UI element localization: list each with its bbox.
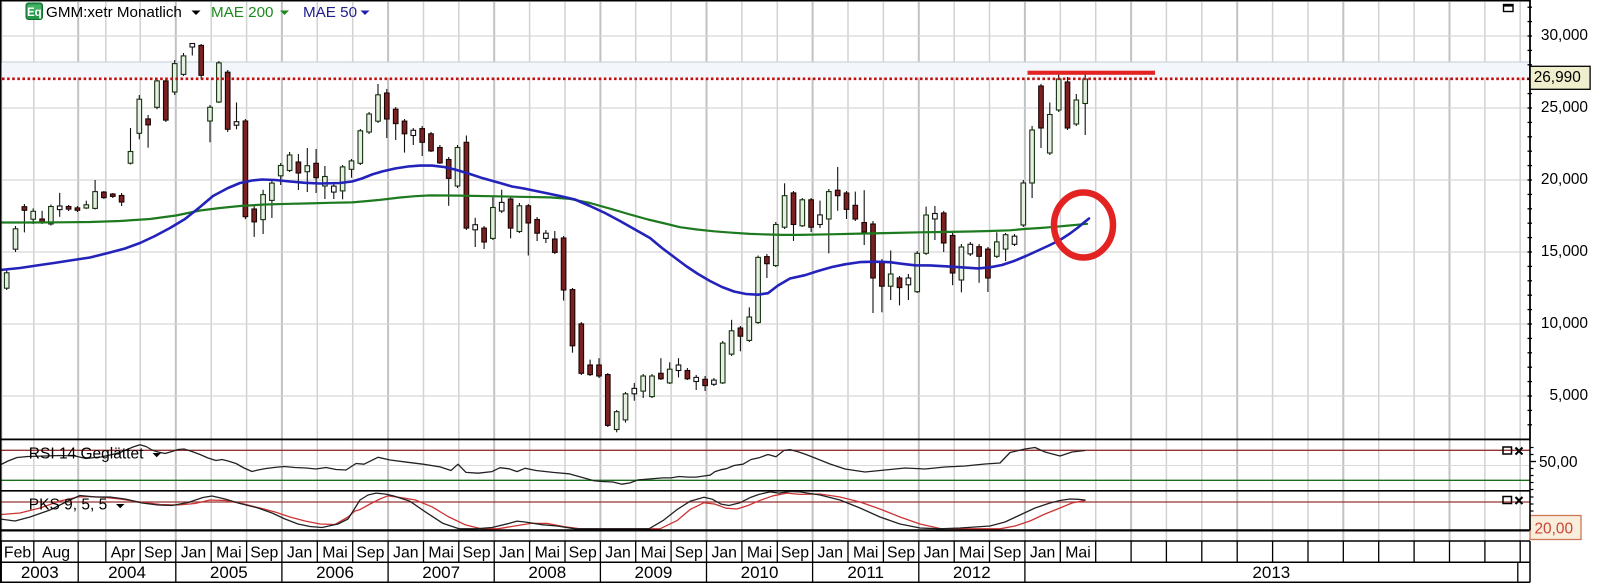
svg-text:Jan: Jan [499, 544, 524, 561]
svg-text:30,000: 30,000 [1541, 27, 1588, 44]
svg-text:PKS 9, 5, 5: PKS 9, 5, 5 [29, 496, 107, 513]
svg-text:2003: 2003 [21, 563, 59, 582]
svg-text:Mai: Mai [747, 544, 772, 561]
svg-text:Mai: Mai [535, 544, 560, 561]
svg-text:MAE 50: MAE 50 [303, 4, 357, 21]
svg-text:Sep: Sep [781, 544, 809, 561]
svg-text:Jan: Jan [711, 544, 736, 561]
svg-text:GMM:xetr Monatlich: GMM:xetr Monatlich [46, 4, 182, 21]
svg-text:Mai: Mai [216, 544, 241, 561]
svg-text:Mai: Mai [428, 544, 453, 561]
svg-text:Sep: Sep [993, 544, 1021, 561]
svg-text:20,00: 20,00 [1535, 521, 1574, 538]
svg-text:50,00: 50,00 [1539, 454, 1578, 471]
svg-text:2005: 2005 [210, 563, 248, 582]
svg-text:2013: 2013 [1252, 563, 1290, 582]
svg-text:Sep: Sep [675, 544, 703, 561]
svg-text:Jan: Jan [1030, 544, 1055, 561]
svg-text:26,990: 26,990 [1534, 69, 1581, 86]
svg-text:2010: 2010 [741, 563, 779, 582]
svg-text:Jan: Jan [605, 544, 630, 561]
svg-text:10,000: 10,000 [1541, 315, 1588, 332]
svg-text:MAE 200: MAE 200 [211, 4, 273, 21]
svg-text:2008: 2008 [528, 563, 566, 582]
svg-text:Apr: Apr [111, 544, 136, 561]
svg-text:Jan: Jan [287, 544, 312, 561]
svg-text:Sep: Sep [250, 544, 278, 561]
svg-text:Jan: Jan [393, 544, 418, 561]
svg-text:2012: 2012 [953, 563, 991, 582]
svg-text:Sep: Sep [144, 544, 172, 561]
svg-text:2006: 2006 [316, 563, 354, 582]
svg-text:Jan: Jan [924, 544, 949, 561]
svg-text:2004: 2004 [108, 563, 146, 582]
svg-text:Eq: Eq [27, 7, 42, 19]
svg-text:Jan: Jan [181, 544, 206, 561]
svg-text:Mai: Mai [959, 544, 984, 561]
svg-text:Mai: Mai [322, 544, 347, 561]
svg-text:Sep: Sep [462, 544, 490, 561]
svg-text:Jan: Jan [818, 544, 843, 561]
svg-text:2011: 2011 [847, 563, 884, 582]
svg-text:2007: 2007 [422, 563, 460, 582]
svg-text:20,000: 20,000 [1541, 171, 1588, 188]
svg-text:2009: 2009 [635, 563, 673, 582]
svg-text:25,000: 25,000 [1541, 99, 1588, 116]
svg-text:Feb: Feb [4, 544, 31, 561]
svg-text:Sep: Sep [887, 544, 915, 561]
svg-text:15,000: 15,000 [1541, 243, 1588, 260]
svg-text:Mai: Mai [1065, 544, 1090, 561]
svg-text:Sep: Sep [356, 544, 384, 561]
svg-text:Sep: Sep [569, 544, 597, 561]
svg-text:Mai: Mai [641, 544, 666, 561]
svg-text:Aug: Aug [42, 544, 70, 561]
svg-text:RSI 14 Geglättet: RSI 14 Geglättet [29, 445, 144, 462]
svg-text:Mai: Mai [853, 544, 878, 561]
svg-text:5,000: 5,000 [1549, 387, 1588, 404]
